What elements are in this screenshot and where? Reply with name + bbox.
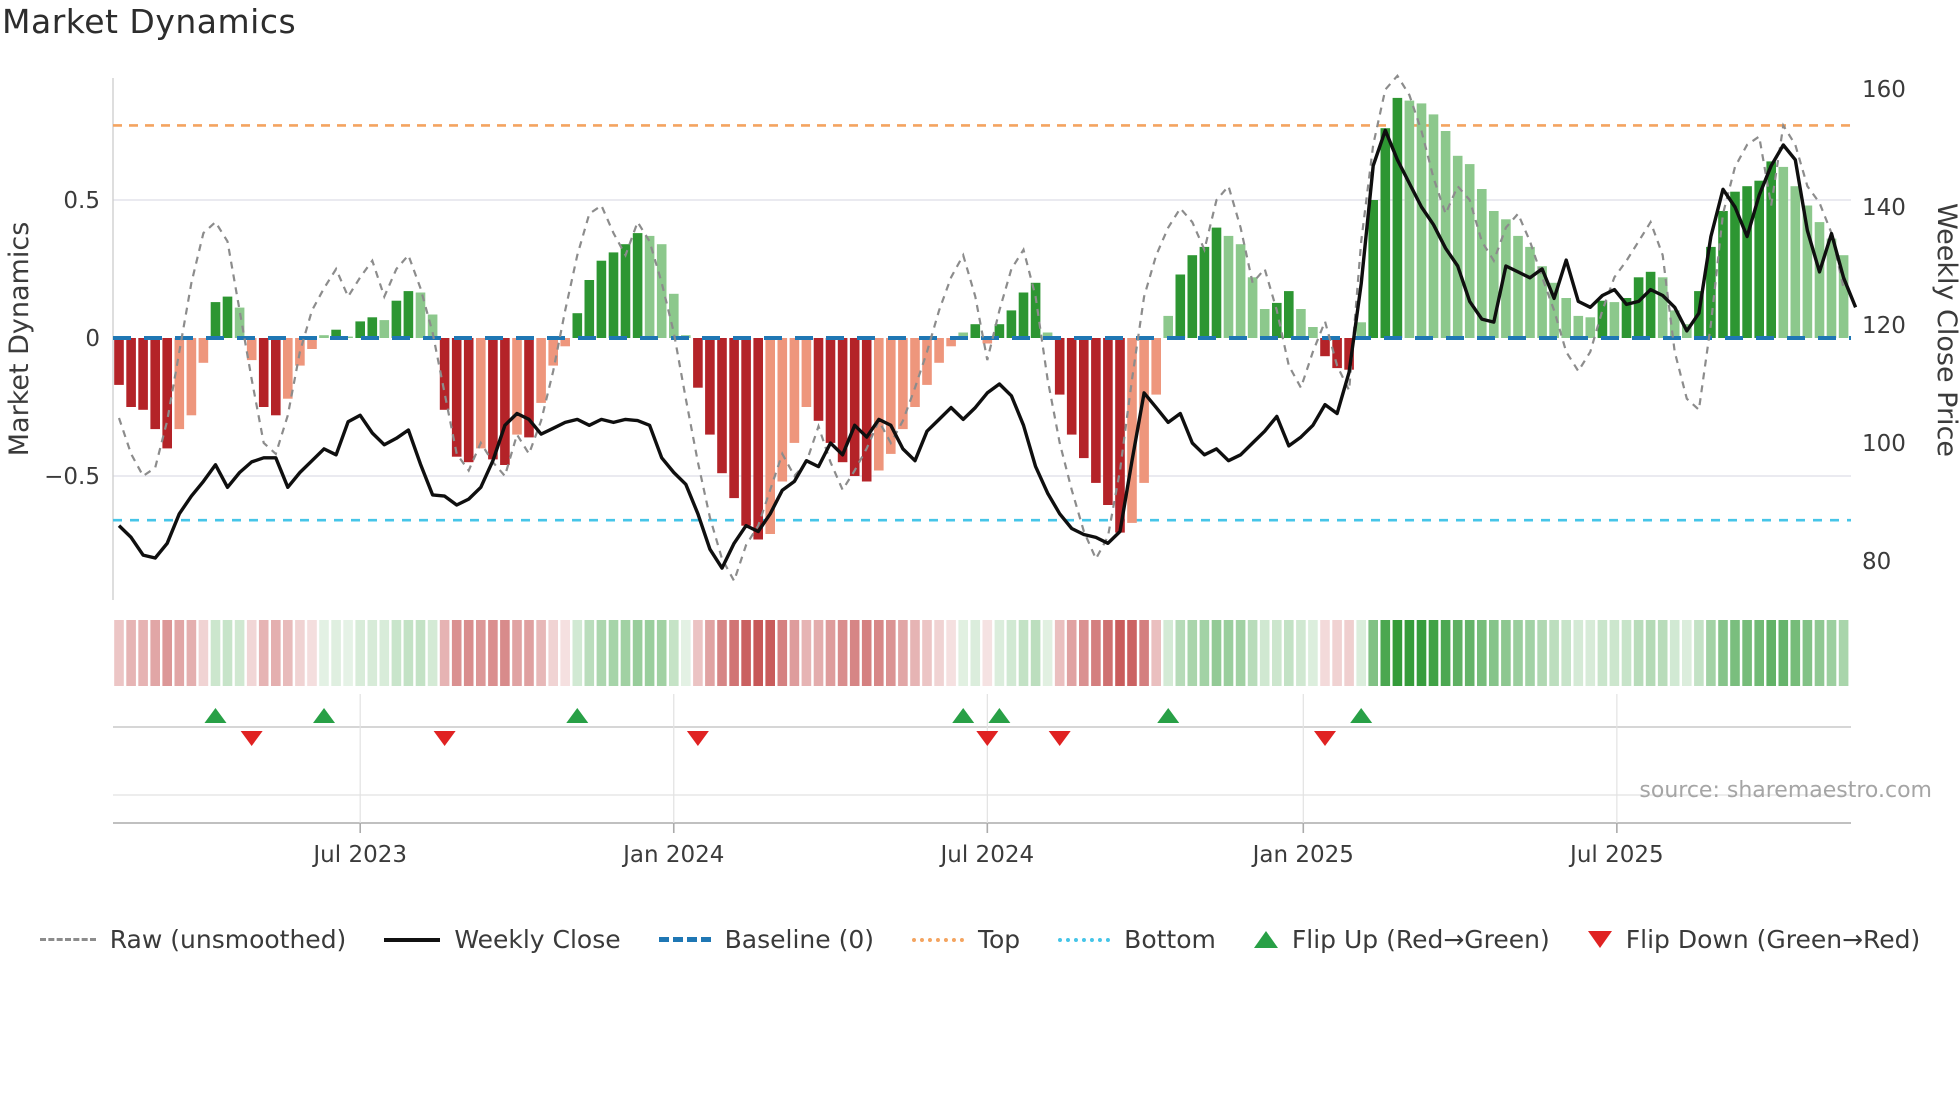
baseline-swatch-icon: [658, 937, 711, 942]
flip-down-markers: [240, 731, 1336, 746]
legend-label: Raw (unsmoothed): [109, 925, 347, 954]
x-tick-label: Jul 2023: [311, 842, 407, 868]
right-tick-label: 120: [1862, 313, 1906, 339]
legend-item-flip-up: Flip Up (Red→Green): [1253, 925, 1550, 954]
flip-up-triangle-icon: [1253, 931, 1278, 948]
top-line-swatch-icon: [911, 937, 964, 942]
right-tick-label: 100: [1862, 431, 1906, 457]
legend-item-bottom: Bottom: [1058, 925, 1216, 954]
right-tick-labels: 160 140 120 100 80: [1862, 77, 1906, 575]
legend-item-top: Top: [911, 925, 1021, 954]
x-tick-label: Jan 2025: [1251, 842, 1354, 868]
right-axis-title: Weekly Close Price: [1931, 203, 1960, 457]
raw-line-swatch-icon: [39, 938, 96, 941]
close-line: [117, 128, 1858, 570]
close-line-swatch-icon: [384, 937, 441, 942]
raw-line: [117, 73, 1845, 584]
right-tick-label: 140: [1862, 195, 1906, 221]
main-gridlines: [113, 199, 1851, 477]
legend-item-weekly-close: Weekly Close: [384, 925, 621, 954]
x-tick-label: Jul 2025: [1568, 842, 1664, 868]
bottom-line-swatch-icon: [1058, 937, 1111, 942]
right-tick-label: 80: [1862, 549, 1891, 575]
flip-down-triangle-icon: [1587, 931, 1612, 948]
legend-item-raw: Raw (unsmoothed): [39, 925, 347, 954]
legend-item-baseline: Baseline (0): [658, 925, 874, 954]
x-tick-label: Jan 2024: [621, 842, 724, 868]
legend-label: Baseline (0): [724, 925, 874, 954]
left-axis-title: Market Dynamics: [4, 222, 35, 457]
left-tick-label: 0: [85, 326, 100, 352]
left-tick-label: −0.5: [44, 464, 100, 490]
legend-label: Flip Up (Red→Green): [1291, 925, 1550, 954]
page-title: Market Dynamics: [2, 2, 297, 41]
source-text: source: sharemaestro.com: [1639, 778, 1932, 803]
dynamics-bars: [114, 97, 1849, 540]
left-axis-title-text: Market Dynamics: [4, 222, 35, 457]
legend-label: Bottom: [1124, 925, 1216, 954]
x-tick-labels: Jul 2023 Jan 2024 Jul 2024 Jan 2025 Jul 2025: [311, 842, 1663, 868]
x-tick-label: Jul 2024: [939, 842, 1035, 868]
left-tick-labels: 0.5 0 −0.5: [44, 188, 100, 490]
legend-label: Top: [977, 925, 1021, 954]
legend-item-flip-down: Flip Down (Green→Red): [1587, 925, 1921, 954]
flip-up-markers: [204, 708, 1373, 723]
right-tick-label: 160: [1862, 77, 1906, 103]
legend-label: Flip Down (Green→Red): [1625, 925, 1921, 954]
legend: Raw (unsmoothed) Weekly Close Baseline (…: [0, 925, 1960, 954]
left-tick-label: 0.5: [63, 188, 100, 214]
lower-panel: [113, 694, 1851, 833]
right-axis-title-text: Weekly Close Price: [1931, 203, 1960, 457]
heatmap-strip: [114, 620, 1849, 686]
legend-label: Weekly Close: [454, 925, 621, 954]
